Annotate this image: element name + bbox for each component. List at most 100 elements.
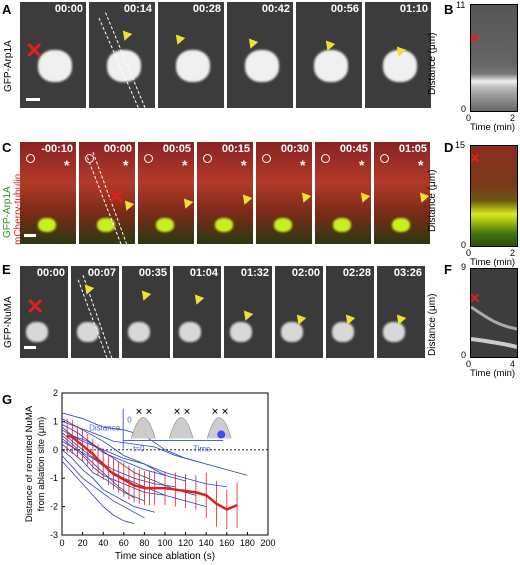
x-tick-label: 160 [219,538,234,548]
panel-e-frame: 02:00 [275,266,323,358]
cell-blob [314,50,348,82]
arrowhead-marker [357,192,371,205]
ablation-line [98,12,146,108]
panel-a-frame: ✕ 00:00 [20,2,86,108]
panel-d-ytick-bottom: 0 [461,240,467,250]
timestamp: 00:05 [162,143,191,155]
inset-x-icon: ✕ [135,407,143,417]
cell-blob [215,218,233,232]
timestamp: 00:00 [103,143,132,155]
cell-blob [383,322,405,342]
panel-a-frame: 01:10 [365,2,431,108]
circle-marker [203,154,212,163]
arrowhead-marker [298,192,312,205]
x-axis-label: Time since ablation (s) [115,551,215,562]
inset-spindle-icon [130,417,156,439]
inset-t0-label: t=0 [133,445,145,454]
inset-dot [217,430,226,439]
panel-c-frame: * 01:05 [374,142,430,244]
cell-blob [128,322,150,342]
panel-f-xlabel: Time (min) [470,368,516,379]
panel-label-c: C [2,140,12,155]
cell-blob [38,50,72,82]
panel-c-frame: * 00:30 [256,142,312,244]
y-tick-label: 1 [53,416,58,426]
panel-c-side-label-top: GFP-Arp1A [2,186,13,238]
arrowhead-marker [191,294,205,307]
circle-marker [144,154,153,163]
panel-label-b: B [444,2,454,17]
ablation-mark: ✕ [470,290,481,306]
y-tick-label: -1 [50,473,58,483]
timestamp: 00:30 [280,143,309,155]
y-tick-label: -3 [50,530,58,540]
cell-blob [107,50,141,82]
panel-c-frame: * ✕ 00:00 [79,142,135,244]
cell-blob [97,218,115,232]
inset-time-label: Time [193,445,211,454]
inset-spindle-icon [168,417,194,439]
timestamp: 02:00 [291,267,320,279]
ablation-mark: ✕ [470,150,481,166]
inset-distance-label: Distance [89,424,121,433]
timestamp: 00:28 [192,3,221,15]
panel-a-side-label: GFP-Arp1A [3,40,14,92]
panel-e-frame: 00:07 [71,266,119,358]
cell-blob [392,218,410,232]
star-marker: * [418,157,424,173]
trace-line [61,455,145,519]
panel-e-frame: 02:28 [326,266,374,358]
panel-label-e: E [2,262,11,277]
cell-blob [332,322,354,342]
timestamp: 00:07 [87,267,116,279]
star-marker: * [182,157,188,173]
ablation-mark: ✕ [25,38,44,63]
timestamp: 01:04 [189,267,218,279]
ablation-mark: ✕ [107,184,126,209]
ablation-line [77,275,113,358]
panel-d-ylabel: Distance (μm) [427,169,438,232]
panel-a-frame: 00:28 [158,2,224,108]
x-tick-label: 0 [59,538,64,548]
timestamp: 01:32 [240,267,269,279]
panel-d-kymograph: ✕ [470,145,518,247]
inset-x-icon: ✕ [221,407,229,417]
timestamp: 00:56 [330,3,359,15]
panel-b-ytick-top: 11 [456,0,466,10]
panel-b-xtick-0: 0 [466,113,472,123]
circle-marker [262,154,271,163]
panel-b-ytick-bottom: 0 [461,104,467,114]
arrowhead-marker [180,198,194,211]
ablation-mark: ✕ [26,294,45,319]
arrowhead-marker [245,38,259,51]
scale-bar [24,346,36,349]
x-tick-label: 200 [260,538,275,548]
cell-blob [38,218,56,232]
arrowhead-marker [138,290,152,303]
inset-x-icon: ✕ [183,407,191,417]
timestamp: 00:00 [54,3,83,15]
panel-e-frame: 01:04 [173,266,221,358]
cell-blob [179,322,201,342]
trace-line [61,435,135,499]
panel-f-xtick-1: 4 [510,359,516,369]
panel-label-d: D [444,140,454,155]
star-marker: * [64,157,70,173]
ablation-mark: ✕ [470,30,481,46]
arrowhead-marker [172,34,186,47]
x-tick-label: 40 [98,538,108,548]
panel-f-ytick-top: 9 [461,262,467,272]
trace-line [61,421,197,462]
timestamp: 00:35 [138,267,167,279]
inset-spindle-icon [206,417,232,439]
circle-marker [26,154,35,163]
panel-label-g: G [2,392,13,407]
cell-blob [333,218,351,232]
panel-e-side-label: GFP-NuMA [3,296,14,348]
arrowhead-marker [240,310,254,323]
timestamp: 01:10 [399,3,428,15]
x-tick-label: 20 [78,538,88,548]
inset-x-icon: ✕ [211,407,219,417]
cell-blob [26,322,48,342]
panel-d-ytick-top: 15 [455,140,466,150]
